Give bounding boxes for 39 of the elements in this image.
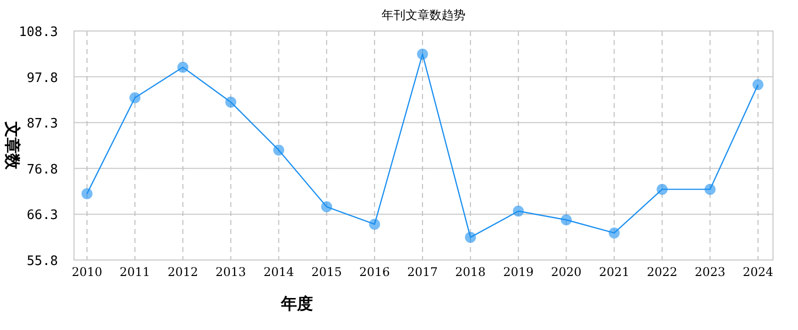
point <box>752 79 764 90</box>
chart-title: 年刊文章数趋势 <box>382 8 466 22</box>
x-tick-label: 2017 <box>407 265 438 279</box>
x-tick-label: 2020 <box>551 265 582 279</box>
x-tick-label: 2011 <box>120 265 150 279</box>
point <box>369 218 380 230</box>
x-tick-label: 2016 <box>359 265 390 279</box>
x-tick-label: 2015 <box>311 265 342 279</box>
y-tick-label: 108.3 <box>18 25 58 40</box>
point <box>321 201 332 212</box>
point <box>273 144 284 156</box>
point <box>129 92 140 104</box>
point <box>464 232 476 243</box>
y-axis-title: 文章数 <box>3 120 22 170</box>
x-tick-label: 2024 <box>742 265 774 279</box>
x-tick-label: 2012 <box>168 265 198 279</box>
point <box>512 206 524 217</box>
x-tick-label: 2018 <box>455 265 486 279</box>
y-tick-label: 55.8 <box>26 254 58 269</box>
y-tick-label: 87.3 <box>26 116 58 132</box>
x-axis-title: 年度 <box>280 294 313 313</box>
x-tick-label: 2013 <box>216 265 246 279</box>
x-tick-label: 2021 <box>598 265 630 279</box>
point <box>656 184 668 195</box>
point <box>82 188 92 200</box>
x-tick-label: 2023 <box>694 265 726 279</box>
y-tick-label: 97.8 <box>26 70 58 86</box>
x-tick-label: 2022 <box>646 265 678 279</box>
x-tick-label: 2014 <box>263 265 294 279</box>
point <box>177 62 188 73</box>
point <box>225 96 236 108</box>
x-tick-label: 2010 <box>72 265 102 279</box>
point <box>608 227 620 238</box>
point <box>560 214 572 226</box>
y-tick-label: 76.8 <box>26 162 58 178</box>
point <box>704 184 716 195</box>
y-tick-label: 66.3 <box>26 208 58 224</box>
point <box>417 48 428 60</box>
x-tick-label: 2019 <box>503 265 534 279</box>
